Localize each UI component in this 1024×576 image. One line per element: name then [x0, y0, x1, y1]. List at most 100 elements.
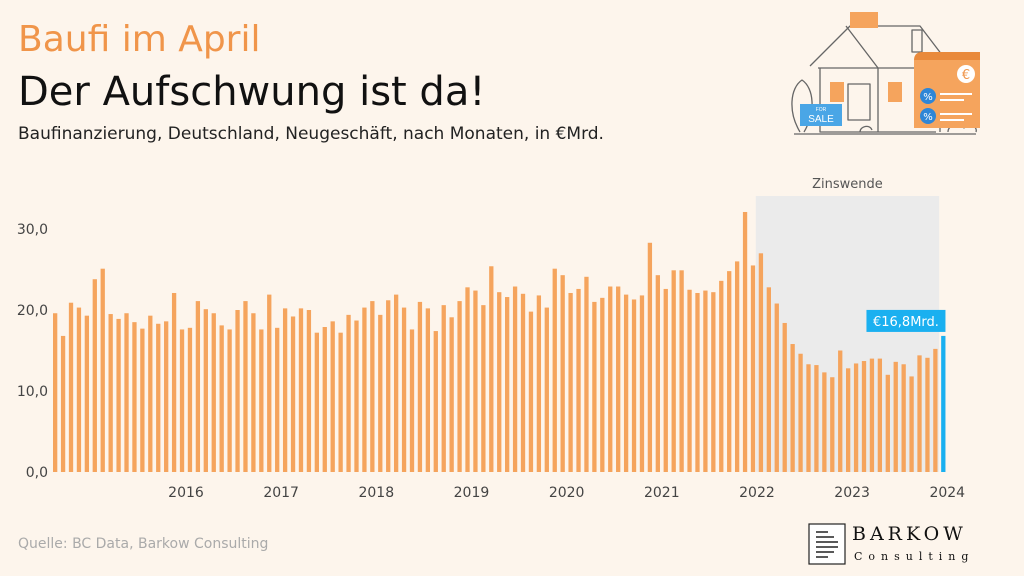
bar [592, 301, 597, 472]
bar [354, 320, 359, 472]
x-year-label: 2021 [644, 485, 680, 501]
house-for-sale-illustration: FOR SALE € % % [791, 12, 980, 135]
bar [623, 294, 629, 472]
bar [790, 344, 795, 472]
bar [584, 276, 589, 472]
bar [750, 265, 756, 472]
sale-sign-text: SALE [808, 114, 834, 125]
bar [378, 314, 383, 472]
bar [314, 332, 319, 472]
bar [282, 308, 288, 472]
bar [441, 305, 446, 472]
bar [671, 270, 676, 472]
bar [417, 301, 423, 472]
bar [497, 292, 502, 472]
bar [433, 331, 438, 472]
bar [401, 307, 407, 472]
highlight-bar [941, 335, 946, 472]
bar [600, 297, 605, 472]
highlight-label-box [866, 309, 946, 332]
x-year-label: 2016 [168, 485, 204, 501]
bar [647, 242, 653, 472]
x-year-label: 2017 [263, 485, 299, 501]
bar [322, 327, 327, 472]
bar [639, 295, 645, 472]
bar [909, 376, 914, 472]
bar [425, 308, 431, 472]
bar [235, 310, 240, 472]
bar [259, 329, 264, 472]
bar [306, 310, 312, 472]
bar [695, 292, 700, 472]
source-note: Quelle: BC Data, Barkow Consulting [18, 536, 269, 552]
bar [164, 321, 169, 472]
bar [179, 329, 185, 472]
bar [465, 287, 470, 472]
bar [925, 357, 930, 472]
bar [877, 358, 883, 472]
x-year-label: 2022 [739, 485, 775, 501]
barkow-consulting-logo: BARKOW Consulting [808, 523, 968, 565]
x-year-label: 2019 [454, 485, 490, 501]
euro-icon: € [962, 68, 970, 83]
logo-name: BARKOW [852, 523, 967, 545]
bar [663, 288, 668, 472]
bar [734, 261, 740, 472]
bar [267, 294, 272, 472]
bar [631, 299, 637, 472]
chart-subtitle: Baufinanzierung, Deutschland, Neugeschäf… [18, 124, 604, 144]
bar [901, 364, 906, 472]
bar [798, 353, 803, 472]
bar [933, 348, 938, 472]
bar [362, 307, 367, 472]
bar [520, 293, 526, 472]
bar [861, 361, 867, 472]
bar [560, 275, 565, 472]
x-year-label: 2023 [834, 485, 870, 501]
bar [108, 314, 113, 472]
bar [528, 311, 534, 472]
bar [275, 327, 280, 472]
bar [219, 325, 224, 472]
bar [814, 365, 819, 472]
y-tick-label: 30,0 [17, 222, 48, 238]
bar [679, 270, 684, 472]
bar [846, 368, 851, 472]
bar [853, 363, 859, 472]
bar [616, 286, 621, 472]
bar [346, 314, 351, 472]
bar [227, 329, 232, 472]
bar [338, 332, 343, 472]
bar [512, 286, 518, 472]
x-year-label: 2024 [929, 485, 965, 501]
bar [869, 358, 875, 472]
chart-kicker: Baufi im April [18, 19, 261, 60]
bar [60, 335, 66, 472]
bar [782, 322, 787, 472]
bar [806, 364, 811, 472]
bar [711, 292, 716, 472]
bar [505, 297, 510, 472]
x-year-label: 2020 [549, 485, 585, 501]
bar [243, 301, 248, 472]
bar [687, 289, 692, 472]
bar [84, 315, 90, 472]
bar [457, 301, 462, 472]
bar [330, 321, 335, 472]
highlight-label: €16,8Mrd. [873, 315, 939, 330]
bar [449, 317, 454, 472]
bar [100, 268, 105, 472]
percent-icon: % [923, 92, 933, 103]
bar [290, 316, 296, 472]
bar [774, 303, 779, 472]
bar [893, 361, 898, 472]
sale-sign-top: FOR [816, 107, 827, 113]
zinswende-label: Zinswende [812, 177, 883, 192]
y-tick-label: 0,0 [26, 465, 48, 481]
bar [298, 308, 304, 472]
bar [885, 374, 890, 472]
y-tick-label: 10,0 [17, 384, 48, 400]
bar [132, 322, 137, 472]
bar [140, 328, 145, 472]
